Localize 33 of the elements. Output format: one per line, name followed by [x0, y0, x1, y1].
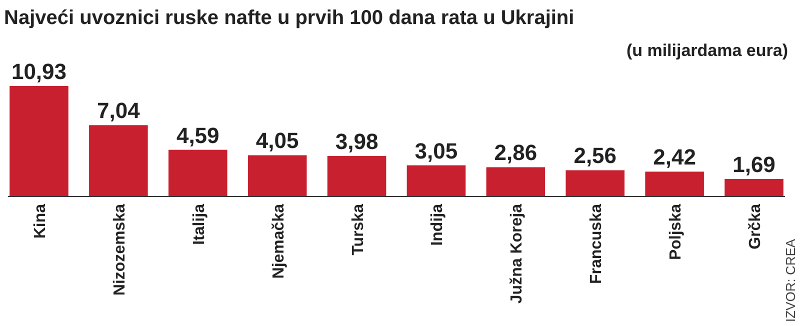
bar: [566, 170, 625, 196]
bar: [486, 167, 546, 196]
x-tick-label: Njemačka: [270, 204, 288, 279]
data-label: 4,59: [176, 122, 220, 148]
chart-subtitle: (u milijardama eura): [626, 41, 788, 60]
data-label: 2,86: [494, 140, 538, 166]
x-tick-label: Nizozemska: [111, 204, 128, 296]
x-tick-label: Indija: [429, 204, 446, 246]
bar: [248, 155, 307, 196]
data-label: 3,05: [414, 138, 458, 164]
x-tick-label: Poljska: [668, 204, 685, 260]
x-tick-label: Grčka: [747, 204, 764, 250]
bar: [406, 165, 466, 196]
data-label: 10,93: [11, 59, 67, 84]
x-tick-label: Italija: [190, 204, 208, 245]
x-tick-label: Kina: [32, 204, 49, 239]
bar: [327, 156, 386, 196]
bar: [89, 125, 148, 196]
x-tick-label: Južna Koreja: [508, 204, 526, 304]
bar: [10, 86, 68, 196]
bar: [645, 172, 704, 196]
data-label: 7,04: [97, 98, 141, 124]
x-tick-label: Francuska: [588, 204, 606, 284]
data-label: 2,56: [574, 143, 617, 168]
data-label: 3,98: [335, 128, 378, 154]
chart-title: Najveći uvoznici ruske nafte u prvih 100 dana rata u Ukrajini: [4, 7, 574, 29]
text: IZVOR: CREA: [783, 238, 798, 322]
bar: [168, 150, 228, 196]
x-tick-label: Turska: [350, 204, 367, 256]
data-label: 2,42: [653, 144, 696, 170]
bar: [724, 178, 784, 196]
data-label: 4,05: [256, 128, 299, 154]
data-label: 1,69: [732, 152, 776, 177]
